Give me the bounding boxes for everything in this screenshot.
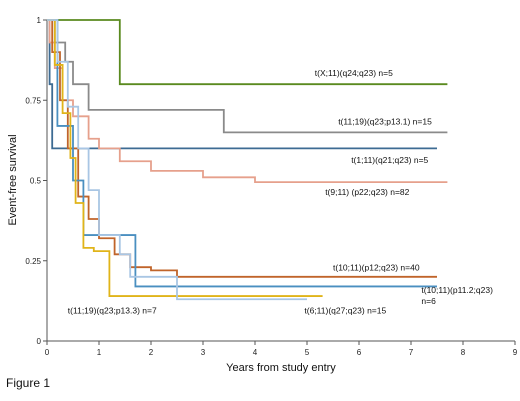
x-tick-label: 9 <box>513 348 518 357</box>
x-tick-label: 8 <box>461 348 466 357</box>
x-tick-label: 1 <box>97 348 102 357</box>
x-tick-label: 7 <box>409 348 414 357</box>
chart-series-labels: t(X;11)(q24;q23) n=5 t(11;19)(q23;p13.1) … <box>68 68 493 316</box>
series-label-2: t(1;11)(q21;q23) n=5 <box>351 155 428 165</box>
survival-chart: 0 1 2 3 4 5 6 7 8 9 0 0.25 0.5 0.75 1 t(X;11)(q24;q23)… <box>7 16 518 374</box>
series-label-3: t(9;11) (p22;q23) n=82 <box>325 187 409 197</box>
y-tick-label: 0 <box>37 337 42 346</box>
x-tick-label: 0 <box>45 348 50 357</box>
x-tick-label: 2 <box>149 348 154 357</box>
series-line-8 <box>47 19 307 301</box>
x-tick-label: 5 <box>305 348 310 357</box>
series-line-4 <box>47 19 437 278</box>
figure-caption: Figure 1 <box>6 376 51 390</box>
series-line-5 <box>47 19 437 288</box>
y-tick-label: 1 <box>37 16 42 25</box>
series-label-0: t(X;11)(q24;q23) n=5 <box>315 68 393 78</box>
series-label-5: t(10;11)(p11.2;q23) <box>421 285 493 295</box>
series-label-6: n=6 <box>421 296 436 306</box>
series-line-7 <box>47 19 323 297</box>
series-label-4: t(10;11)(p12;q23) n=40 <box>333 262 420 272</box>
series-label-1: t(11;19)(q23;p13.1) n=15 <box>338 116 432 126</box>
series-line-0 <box>47 19 448 86</box>
x-tick-label: 4 <box>253 348 258 357</box>
y-axis-title: Event-free survival <box>7 134 19 225</box>
chart-series <box>47 19 448 301</box>
x-axis-title: Years from study entry <box>226 362 336 374</box>
series-label-7: t(11;19)(q23;p13.3) n=7 <box>68 306 157 316</box>
y-tick-label: 0.5 <box>30 177 42 186</box>
x-tick-label: 6 <box>357 348 362 357</box>
series-label-8: t(6;11)(q27;q23) n=15 <box>304 306 386 316</box>
y-tick-label: 0.75 <box>25 96 41 105</box>
x-tick-label: 3 <box>201 348 206 357</box>
chart-axes: 0 1 2 3 4 5 6 7 8 9 0 0.25 0.5 0.75 1 <box>25 16 517 357</box>
y-tick-label: 0.25 <box>25 257 41 266</box>
